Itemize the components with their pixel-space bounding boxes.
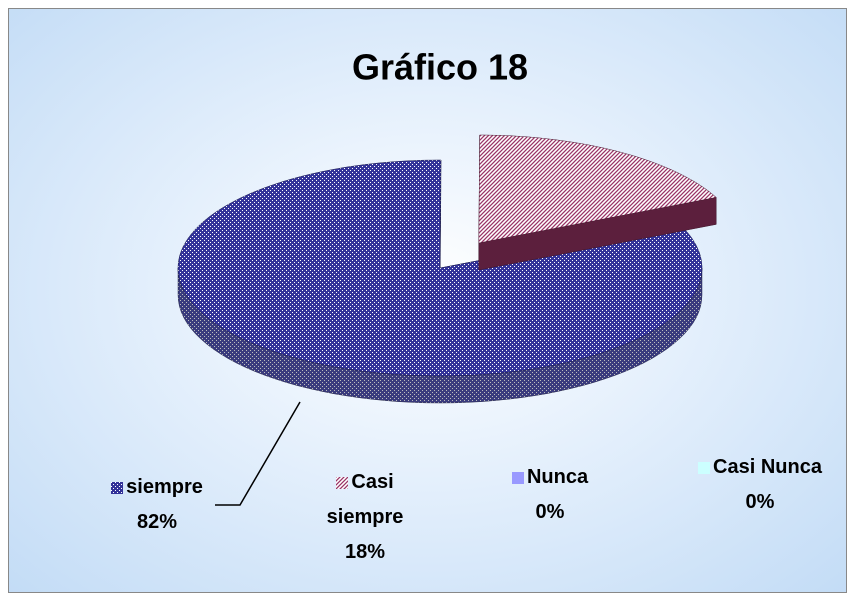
pie	[177, 134, 717, 404]
leader-line	[215, 401, 301, 506]
data-label: Casi siempre 18%	[300, 465, 430, 570]
legend-swatch	[511, 471, 524, 484]
category-label: Nunca	[526, 466, 589, 488]
slice	[478, 134, 717, 244]
slice-side-shade	[178, 268, 702, 403]
legend-key	[698, 461, 711, 474]
value-label: 0%	[745, 491, 775, 513]
slice	[478, 134, 717, 271]
chart-title: Gráfico 18	[352, 47, 528, 88]
category-label: siempre	[126, 476, 203, 498]
data-label: Nunca 0%	[490, 460, 610, 530]
legend-key	[336, 476, 349, 489]
legend-swatch	[111, 481, 124, 494]
legend-key	[111, 481, 124, 494]
legend-swatch	[336, 476, 349, 489]
value-label: 18%	[344, 541, 386, 563]
category-label: Casi siempre	[326, 471, 404, 528]
data-label: Casi Nunca 0%	[690, 450, 830, 520]
legend-key	[511, 471, 524, 484]
value-label: 82%	[136, 511, 178, 533]
legend-swatch	[698, 461, 711, 474]
slice	[177, 159, 703, 377]
value-label: 0%	[535, 501, 565, 523]
slice	[177, 159, 703, 404]
data-label: siempre 82%	[92, 470, 222, 540]
category-label: Casi Nunca	[713, 456, 822, 478]
